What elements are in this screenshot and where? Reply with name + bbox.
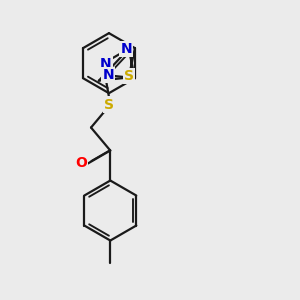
Text: N: N xyxy=(100,57,112,71)
Text: O: O xyxy=(75,156,87,170)
Text: S: S xyxy=(124,69,134,83)
Text: N: N xyxy=(120,42,132,56)
Text: N: N xyxy=(102,68,114,82)
Text: S: S xyxy=(104,98,114,112)
